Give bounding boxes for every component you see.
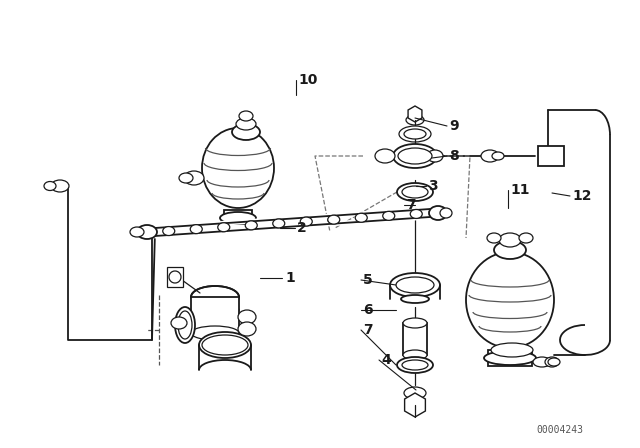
Ellipse shape [383,211,395,220]
Ellipse shape [440,208,452,218]
Text: 9: 9 [449,119,459,133]
Ellipse shape [137,225,157,239]
Ellipse shape [44,181,56,190]
Text: 4: 4 [381,353,391,367]
Ellipse shape [466,252,554,348]
Ellipse shape [533,357,551,367]
Ellipse shape [232,124,260,140]
Text: 1: 1 [285,271,295,285]
Ellipse shape [202,335,248,355]
Ellipse shape [492,152,504,160]
Ellipse shape [404,387,426,399]
Ellipse shape [328,215,340,224]
Bar [191,297,239,333]
Ellipse shape [51,180,69,192]
Ellipse shape [499,233,521,247]
Ellipse shape [491,343,533,357]
Ellipse shape [245,221,257,230]
Ellipse shape [397,183,433,201]
Text: 7: 7 [406,198,415,212]
Ellipse shape [220,212,256,224]
Ellipse shape [171,317,187,329]
Text: 7: 7 [363,323,372,337]
Ellipse shape [403,350,427,360]
Ellipse shape [238,322,256,336]
Ellipse shape [130,227,144,237]
Ellipse shape [393,144,437,168]
Ellipse shape [398,148,432,164]
Bar [224,210,252,224]
Ellipse shape [163,227,175,236]
Ellipse shape [239,111,253,121]
Ellipse shape [199,332,251,358]
Ellipse shape [406,115,424,125]
Bar [167,267,183,287]
Ellipse shape [397,357,433,373]
Ellipse shape [401,295,429,303]
Bar [403,323,427,355]
Ellipse shape [191,303,239,317]
Text: 8: 8 [449,149,459,163]
Ellipse shape [396,277,434,293]
Ellipse shape [487,233,501,243]
Text: 3: 3 [428,179,438,193]
Ellipse shape [375,149,395,163]
Ellipse shape [202,128,274,208]
Ellipse shape [548,358,560,366]
Ellipse shape [404,129,426,139]
Ellipse shape [519,233,533,243]
Ellipse shape [403,318,427,328]
Text: 6: 6 [363,303,372,317]
Ellipse shape [410,210,422,219]
Text: 10: 10 [298,73,317,87]
Ellipse shape [390,273,440,297]
Ellipse shape [300,217,312,226]
Ellipse shape [429,206,447,220]
Bar [538,146,564,166]
Ellipse shape [236,118,256,130]
Text: 00004243: 00004243 [536,425,584,435]
Ellipse shape [484,351,536,365]
Bar [488,350,532,366]
Ellipse shape [184,171,204,185]
Ellipse shape [427,150,443,162]
Text: 11: 11 [510,183,529,197]
Polygon shape [408,106,422,122]
Ellipse shape [218,223,230,232]
Polygon shape [404,393,426,417]
Ellipse shape [399,126,431,142]
Ellipse shape [355,213,367,222]
Ellipse shape [190,224,202,234]
Ellipse shape [191,286,239,308]
Ellipse shape [179,173,193,183]
Ellipse shape [481,150,499,162]
Text: 12: 12 [572,189,591,203]
Ellipse shape [273,219,285,228]
Ellipse shape [494,241,526,259]
Ellipse shape [238,310,256,324]
Ellipse shape [191,326,239,340]
Text: 2: 2 [297,221,307,235]
Ellipse shape [402,360,428,370]
Ellipse shape [402,186,428,198]
Ellipse shape [545,357,559,367]
Ellipse shape [178,311,192,339]
Text: 5: 5 [363,273,372,287]
Ellipse shape [175,307,195,343]
